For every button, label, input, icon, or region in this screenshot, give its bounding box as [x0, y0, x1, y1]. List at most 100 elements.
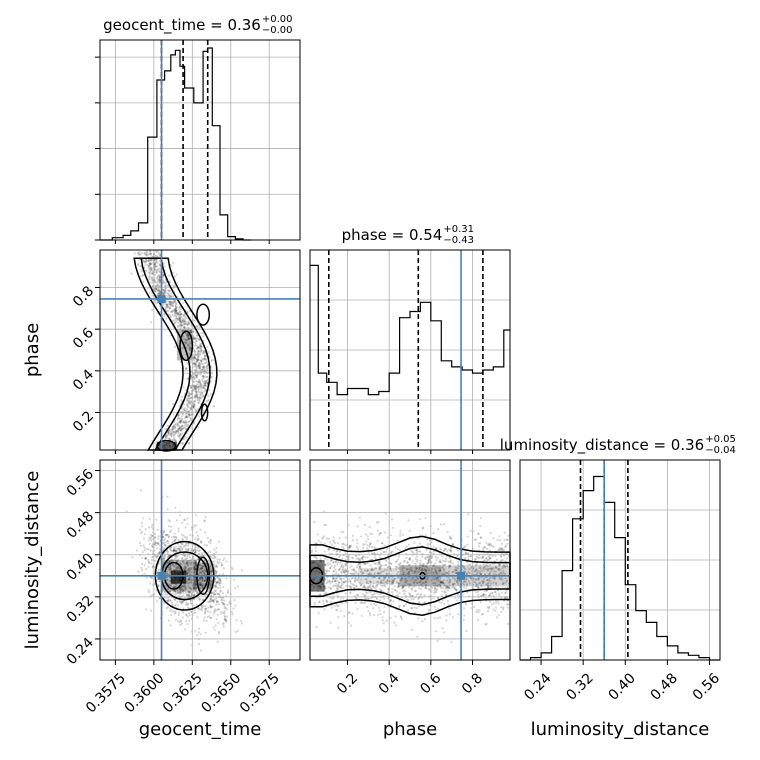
sample-point: [193, 355, 196, 358]
sample-point: [407, 519, 410, 522]
sample-point: [184, 628, 187, 631]
sample-point: [177, 417, 180, 420]
sample-point: [169, 306, 172, 309]
sample-point: [194, 389, 198, 392]
sample-point: [178, 320, 181, 323]
sample-point: [432, 545, 435, 548]
sample-point: [319, 541, 322, 544]
sample-point: [177, 432, 180, 435]
sample-point: [185, 408, 189, 411]
sample-point: [169, 294, 172, 298]
sample-point: [173, 604, 176, 607]
sample-point: [147, 253, 150, 256]
sample-point: [376, 562, 379, 565]
sample-point: [197, 350, 200, 353]
sample-point: [396, 539, 399, 542]
sample-point: [413, 552, 416, 555]
sample-point: [195, 388, 198, 391]
sample-point: [175, 316, 178, 319]
sample-point: [184, 314, 187, 317]
sample-point: [196, 334, 199, 337]
sample-point: [186, 333, 189, 336]
sample-point: [193, 362, 197, 365]
sample-point: [372, 607, 375, 610]
sample-point: [213, 628, 216, 631]
sample-point: [344, 592, 347, 595]
sample-point: [181, 425, 184, 428]
sample-point: [197, 426, 200, 429]
sample-point: [185, 361, 189, 365]
sample-point: [336, 542, 339, 545]
sample-point: [366, 535, 369, 538]
sample-point: [225, 577, 228, 580]
sample-point: [196, 370, 199, 374]
sample-point: [197, 346, 200, 349]
sample-point: [179, 433, 182, 436]
sample-point: [154, 281, 157, 284]
sample-point: [215, 585, 218, 588]
sample-point: [184, 526, 187, 529]
sample-point: [143, 260, 146, 263]
sample-point: [215, 551, 218, 554]
sample-point: [473, 539, 477, 542]
sample-point: [350, 572, 353, 575]
sample-point: [185, 412, 188, 415]
sample-point: [466, 535, 469, 538]
sample-point: [133, 252, 136, 255]
sample-point: [179, 429, 183, 432]
sample-point: [446, 530, 449, 533]
sample-point: [364, 597, 367, 600]
sample-point: [221, 592, 224, 595]
sample-point: [187, 334, 190, 337]
sample-point: [389, 534, 392, 537]
sample-point: [379, 588, 382, 591]
sample-point: [142, 280, 145, 283]
sample-point: [145, 252, 148, 255]
sample-point: [347, 557, 350, 560]
sample-point: [213, 598, 216, 601]
sample-point: [194, 384, 197, 387]
sample-point: [195, 395, 198, 398]
sample-point: [177, 414, 180, 417]
sample-point: [495, 601, 498, 605]
sample-point: [162, 279, 165, 282]
sample-point: [407, 543, 410, 546]
sample-point: [178, 313, 181, 316]
sample-point: [178, 428, 181, 431]
sample-point: [180, 313, 183, 316]
sample-point: [182, 301, 185, 305]
sample-point: [499, 549, 502, 552]
sample-point: [369, 586, 372, 589]
sample-point: [199, 383, 202, 386]
sample-point: [194, 371, 197, 374]
sample-point: [176, 313, 180, 316]
sample-point: [181, 428, 184, 431]
sample-point: [198, 353, 201, 356]
sample-point: [479, 601, 482, 604]
sample-point: [200, 359, 203, 363]
sample-point: [158, 289, 161, 292]
sample-point: [145, 254, 148, 257]
sample-point: [168, 303, 172, 306]
sample-point: [168, 307, 171, 310]
sample-point: [170, 613, 173, 617]
sample-point: [149, 609, 153, 612]
sample-point: [178, 429, 182, 432]
sample-point: [364, 556, 367, 559]
sample-point: [168, 438, 171, 441]
sample-point: [195, 365, 198, 368]
sample-point: [378, 561, 381, 564]
sample-point: [177, 538, 180, 542]
sample-point: [486, 606, 489, 609]
sample-point: [193, 374, 196, 377]
sample-point: [327, 563, 330, 566]
sample-point: [183, 417, 186, 420]
sample-point: [142, 517, 145, 520]
sample-point: [367, 537, 370, 541]
sample-point: [151, 523, 154, 527]
sample-point: [231, 613, 234, 616]
sample-point: [168, 300, 171, 303]
sample-point: [153, 273, 157, 276]
sample-point: [195, 524, 198, 527]
sample-point: [446, 589, 449, 592]
